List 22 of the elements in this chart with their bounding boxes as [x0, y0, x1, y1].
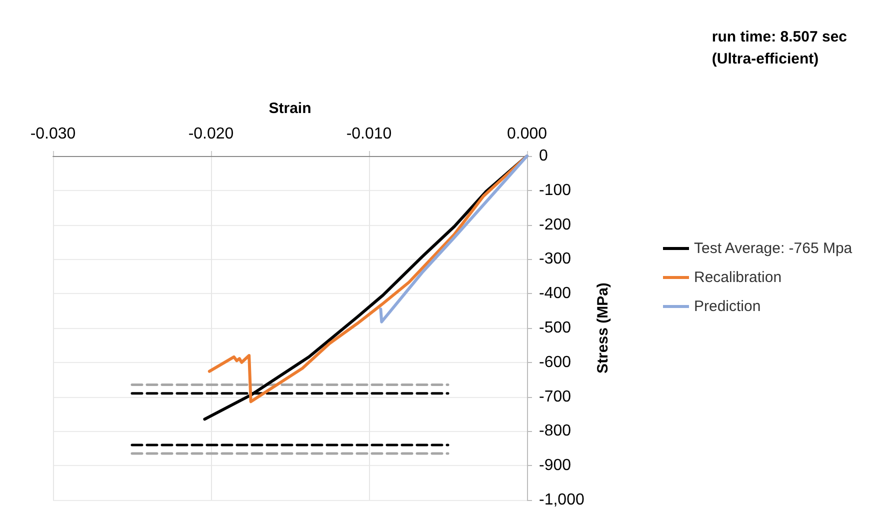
legend-label: Test Average: -765 Mpa	[694, 240, 853, 257]
text: run time: 8.507 sec (Ultra-efficient)	[712, 28, 848, 68]
x-tick-label: -0.030	[30, 126, 76, 142]
x-tick-label: -0.020	[188, 126, 234, 142]
y-tick-label: -200	[539, 216, 572, 234]
y-tick-label: -800	[539, 422, 572, 440]
y-tick-label: -400	[539, 285, 572, 302]
y-tick-label: -600	[539, 354, 572, 371]
x-tick-label: -0.010	[346, 126, 392, 142]
line-series	[379, 154, 528, 324]
x-axis-title: Strain	[268, 100, 312, 117]
y-tick-label: -300	[539, 250, 572, 268]
y-axis-title: Stress (MPa)	[594, 282, 612, 374]
legend-label: Recalibration	[694, 269, 782, 286]
y-tick-label: -500	[539, 320, 572, 336]
y-tick-label: -1,000	[539, 492, 584, 508]
y-tick-label: -900	[539, 457, 572, 474]
y-tick-label: -100	[539, 182, 572, 199]
y-tick-label: -700	[539, 388, 572, 406]
legend-label: Prediction	[694, 298, 761, 315]
y-tick-label: 0	[539, 148, 548, 164]
x-tick-label: 0.000	[506, 126, 548, 142]
